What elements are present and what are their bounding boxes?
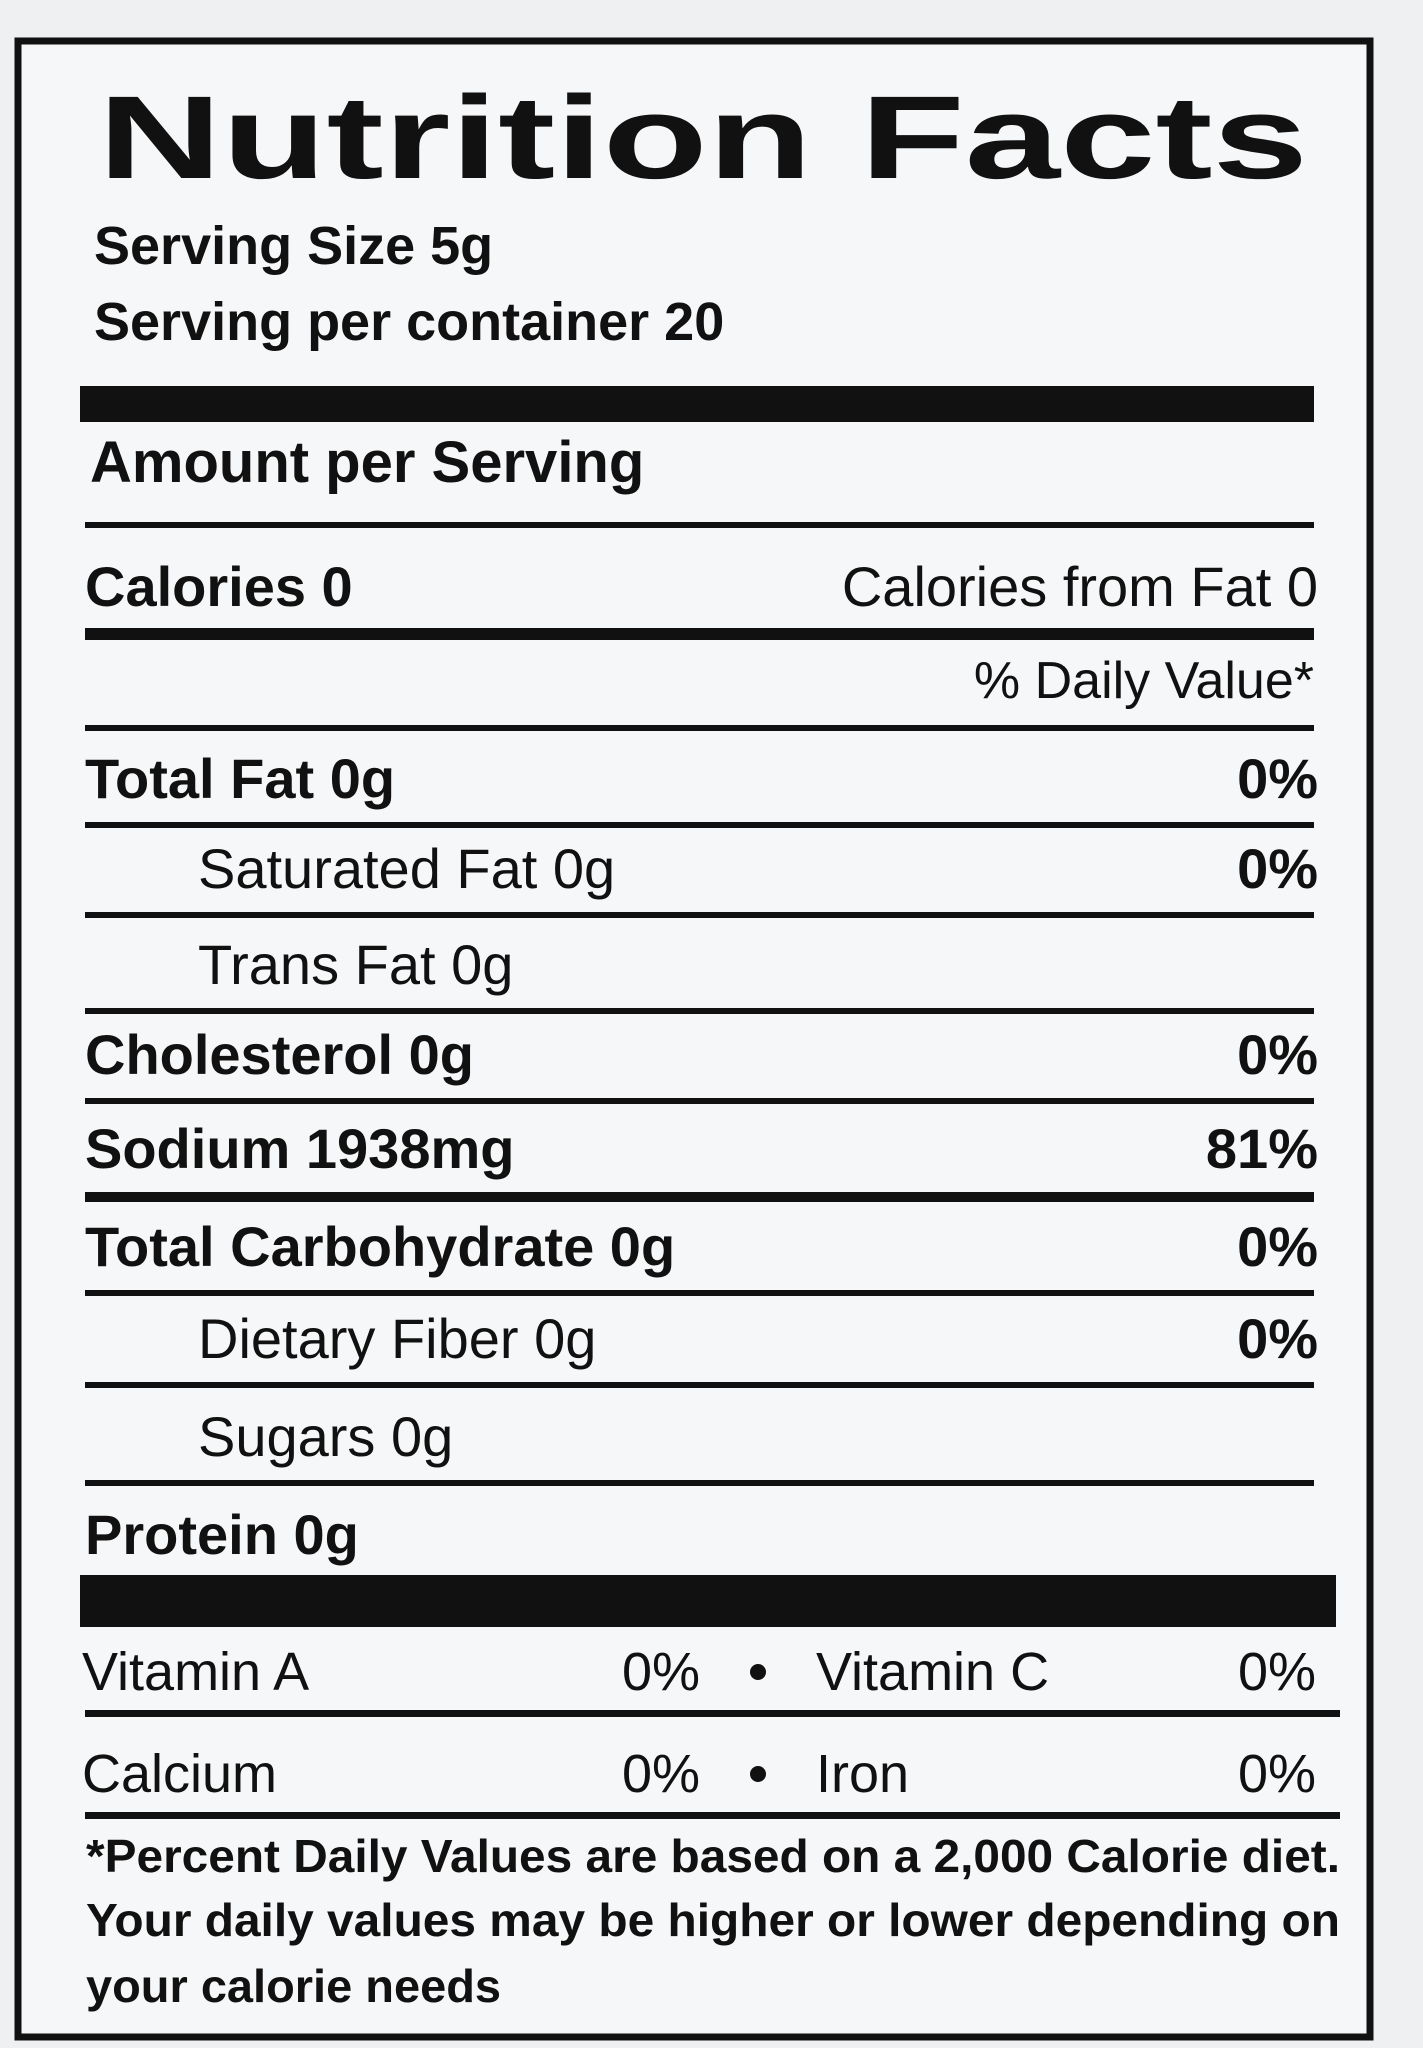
serving-size: Serving Size 5g [94, 216, 493, 276]
nutrient-daily-value: 0% [1237, 1215, 1318, 1278]
calories: Calories 0 [85, 555, 353, 618]
vitamin-daily-value: 0% [622, 1744, 700, 1804]
rule [85, 725, 1314, 731]
nutrient-label: Sodium 1938mg [85, 1117, 514, 1180]
servings-per-container: Serving per container 20 [94, 292, 724, 352]
rule [85, 1290, 1314, 1296]
rule [85, 1382, 1314, 1388]
calories-from-fat: Calories from Fat 0 [842, 555, 1318, 618]
rule [85, 1098, 1314, 1104]
nutrient-label: Total Fat 0g [85, 747, 395, 810]
vitamin-name: Vitamin C [816, 1642, 1049, 1702]
rule [85, 522, 1314, 528]
daily-value-header: % Daily Value* [974, 652, 1314, 710]
footnote-line: your calorie needs [86, 1960, 501, 2012]
nutrient-daily-value: 0% [1237, 1023, 1318, 1086]
rule [85, 1480, 1314, 1486]
rule [85, 1192, 1314, 1202]
nutrient-daily-value: 0% [1237, 1307, 1318, 1370]
rule [85, 1812, 1340, 1819]
nutrient-daily-value: 81% [1206, 1117, 1318, 1180]
nutrient-label: Saturated Fat 0g [198, 837, 615, 900]
nutrient-label: Dietary Fiber 0g [198, 1307, 596, 1370]
rule [85, 1710, 1340, 1717]
footnote-line: *Percent Daily Values are based on a 2,0… [86, 1830, 1340, 1882]
nutrient-label: Sugars 0g [198, 1405, 453, 1468]
nutrient-label: Protein 0g [85, 1503, 359, 1566]
nutrient-daily-value: 0% [1237, 837, 1318, 900]
bullet [750, 1664, 766, 1680]
nutrient-label: Cholesterol 0g [85, 1023, 474, 1086]
vitamin-name: Iron [816, 1744, 909, 1804]
rule [85, 912, 1314, 918]
thick-rule [80, 1575, 1336, 1627]
thick-rule [80, 386, 1314, 422]
nutrient-label: Total Carbohydrate 0g [85, 1215, 675, 1278]
rule [85, 822, 1314, 828]
rule [85, 1008, 1314, 1014]
vitamin-name: Calcium [82, 1744, 277, 1804]
title: Nutrition Facts [98, 72, 1308, 204]
rule [85, 628, 1314, 640]
nutrient-label: Trans Fat 0g [198, 933, 513, 996]
vitamin-name: Vitamin A [82, 1642, 309, 1702]
vitamin-daily-value: 0% [622, 1642, 700, 1702]
footnote-line: Your daily values may be higher or lower… [86, 1894, 1340, 1946]
label-border [14, 37, 1374, 2041]
vitamin-daily-value: 0% [1238, 1642, 1316, 1702]
vitamin-daily-value: 0% [1238, 1744, 1316, 1804]
nutrient-daily-value: 0% [1237, 747, 1318, 810]
amount-per-serving: Amount per Serving [90, 430, 644, 495]
bullet [750, 1766, 766, 1782]
